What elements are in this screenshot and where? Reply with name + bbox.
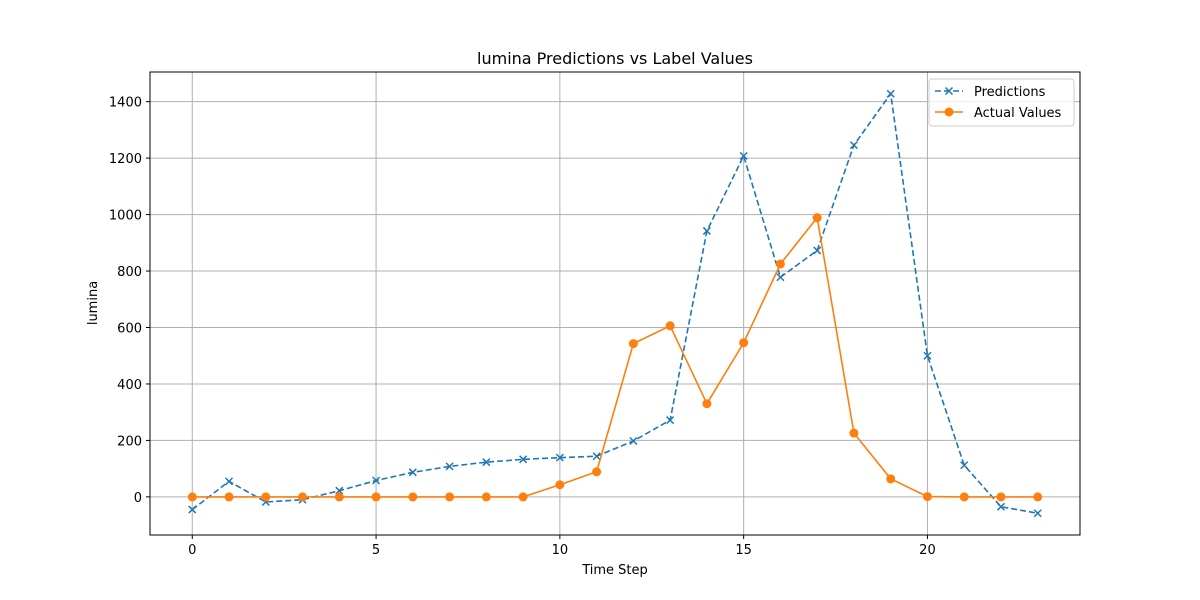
x-axis: 0 5 10 15 20	[188, 535, 936, 558]
data-point	[1033, 492, 1043, 502]
legend-marker	[944, 86, 954, 96]
data-point	[702, 226, 711, 235]
data-point	[922, 492, 932, 502]
data-point	[481, 492, 491, 502]
legend-entry: Actual Values	[935, 106, 1062, 121]
x-tick-label: 0	[188, 543, 196, 558]
x-tick-label: 10	[552, 543, 569, 558]
data-point	[371, 492, 381, 502]
data-point	[666, 416, 675, 425]
data-point	[298, 492, 308, 502]
data-point	[372, 476, 381, 485]
data-point	[739, 151, 748, 160]
data-point	[261, 492, 271, 502]
series-line	[192, 216, 1038, 498]
data-point	[188, 505, 197, 514]
y-tick-label: 1000	[109, 209, 142, 224]
x-tick-label: 5	[372, 543, 380, 558]
legend-marker	[944, 107, 954, 117]
data-point	[959, 492, 969, 502]
series-line	[191, 92, 1038, 515]
y-tick-label: 600	[117, 321, 142, 336]
grid-lines	[150, 72, 1080, 535]
data-point	[996, 502, 1006, 511]
data-point	[629, 436, 638, 446]
plot-frame	[149, 71, 1081, 536]
data-point	[519, 455, 528, 464]
y-tick-label: 1400	[109, 96, 142, 111]
data-point	[592, 467, 602, 477]
data-point	[886, 474, 896, 484]
data-point	[592, 452, 601, 461]
data-point	[482, 458, 491, 467]
legend-box	[928, 78, 1075, 127]
y-axis: 0 200 400 600 800 1000 1200 1400	[109, 96, 150, 506]
data-point	[776, 273, 785, 282]
legend-label: Predictions	[974, 85, 1046, 100]
data-point	[555, 453, 564, 462]
data-point	[702, 399, 712, 409]
x-tick-label: 20	[919, 543, 936, 558]
x-tick-label: 15	[735, 543, 752, 558]
data-point	[923, 351, 932, 360]
data-point	[445, 492, 455, 502]
y-tick-label: 400	[117, 378, 142, 393]
data-point	[225, 477, 234, 486]
data-point	[996, 492, 1006, 502]
chart-title: lumina Predictions vs Label Values	[477, 49, 753, 68]
data-point	[445, 462, 454, 471]
legend-label: Actual Values	[974, 106, 1062, 121]
data-point	[775, 259, 785, 269]
data-point	[224, 492, 234, 502]
data-point	[555, 480, 565, 490]
data-point	[187, 492, 197, 502]
y-tick-label: 0	[134, 491, 142, 506]
y-axis-label: lumina	[86, 281, 101, 325]
data-point	[518, 492, 528, 502]
y-tick-label: 1200	[109, 152, 142, 167]
data-point	[335, 486, 344, 495]
legend: Predictions Actual Values	[928, 78, 1075, 127]
y-tick-label: 200	[117, 434, 142, 449]
plot-area	[150, 72, 1080, 535]
data-point	[849, 141, 858, 150]
data-point	[739, 338, 749, 348]
data-point	[665, 321, 675, 331]
data-point	[408, 492, 418, 502]
data-point	[960, 461, 969, 470]
y-tick-label: 800	[117, 265, 142, 280]
data-point	[628, 339, 638, 349]
data-point	[813, 246, 822, 255]
legend-entry: Predictions	[935, 85, 1046, 100]
series-actual-values	[187, 213, 1043, 502]
data-point	[812, 213, 822, 223]
data-point	[849, 428, 859, 438]
x-axis-label: Time Step	[581, 563, 648, 578]
data-point	[1033, 509, 1042, 518]
series-layer	[187, 89, 1043, 518]
data-point	[886, 89, 895, 98]
data-point	[334, 492, 344, 502]
data-point	[408, 468, 417, 477]
